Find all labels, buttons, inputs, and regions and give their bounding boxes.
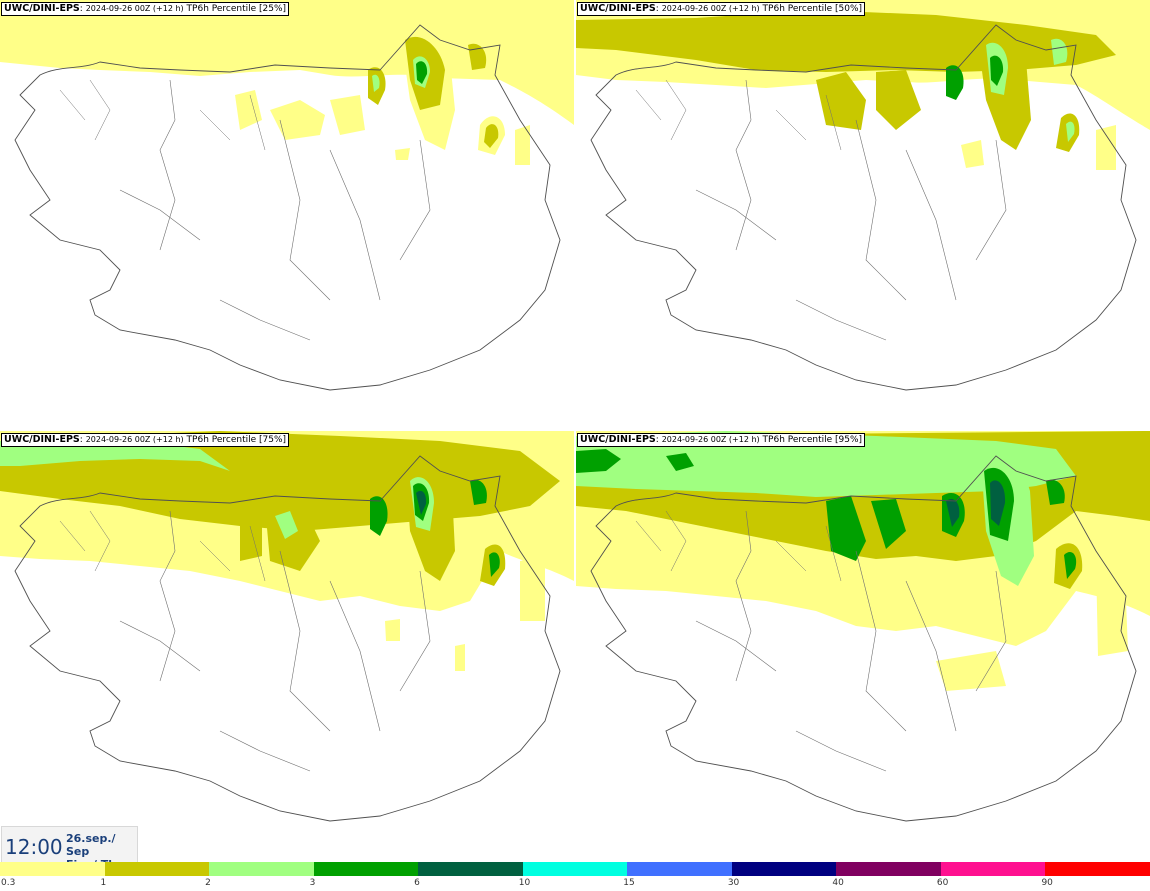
run-time: 2024-09-26 00Z (+12 h)	[661, 4, 760, 13]
colorbar-tick-label: 60	[936, 878, 949, 888]
colorbar-tick-label: 30	[727, 878, 740, 888]
colorbar-segment	[836, 862, 942, 876]
model-name: UWC/DINI-EPS	[580, 3, 656, 14]
map-panel-p25: UWC/DINI-EPS: 2024-09-26 00Z (+12 h) TP6…	[0, 0, 574, 428]
map-panel-p75: UWC/DINI-EPS: 2024-09-26 00Z (+12 h) TP6…	[0, 431, 574, 859]
precip-map	[576, 431, 1150, 859]
panel-title: UWC/DINI-EPS: 2024-09-26 00Z (+12 h) TP6…	[1, 2, 290, 16]
valid-time-clock: 12:00	[5, 835, 63, 859]
colorbar-segment	[1045, 862, 1150, 876]
valid-date-line1: 26.sep./ Sep	[66, 832, 116, 858]
colorbar-tick-label: 6	[414, 878, 420, 888]
colorbar-tick-label: 40	[832, 878, 844, 888]
colorbar-segment	[104, 862, 210, 876]
map-panel-p95: UWC/DINI-EPS: 2024-09-26 00Z (+12 h) TP6…	[576, 431, 1150, 859]
field-name: TP6h Percentile	[186, 4, 257, 14]
colorbar-tick-label: 10	[518, 878, 531, 888]
field-name: TP6h Percentile	[186, 435, 257, 445]
percentile-label: [75%]	[259, 435, 287, 445]
colorbar-tick-label: 2	[205, 878, 211, 888]
run-time: 2024-09-26 00Z (+12 h)	[85, 435, 184, 444]
colorbar-tick-label: 1	[100, 878, 107, 888]
field-name: TP6h Percentile	[762, 4, 833, 14]
map-panel-p50: UWC/DINI-EPS: 2024-09-26 00Z (+12 h) TP6…	[576, 0, 1150, 428]
colorbar-tick-label: 0.3	[1, 878, 16, 888]
precip-colorbar	[0, 862, 1150, 876]
colorbar-segment	[209, 862, 315, 876]
run-time: 2024-09-26 00Z (+12 h)	[85, 4, 184, 13]
colorbar-segment	[731, 862, 837, 876]
precip-map	[576, 0, 1150, 428]
colorbar-segment	[418, 862, 524, 876]
colorbar-segment	[0, 862, 106, 876]
panel-divider	[0, 429, 1150, 431]
precip-map	[0, 0, 574, 428]
panel-title: UWC/DINI-EPS: 2024-09-26 00Z (+12 h) TP6…	[577, 433, 866, 447]
colorbar-segment	[313, 862, 419, 876]
valid-time-box: 12:00 26.sep./ Sep Fim./ Thu	[1, 826, 138, 871]
model-name: UWC/DINI-EPS	[580, 434, 656, 445]
precip-map	[0, 431, 574, 859]
run-time: 2024-09-26 00Z (+12 h)	[661, 435, 760, 444]
percentile-label: [50%]	[835, 4, 863, 14]
colorbar-tick-label: 90	[1041, 878, 1053, 888]
percentile-label: [95%]	[835, 435, 863, 445]
colorbar-tick-label: 3	[309, 878, 316, 888]
colorbar-segment	[627, 862, 733, 876]
panel-title: UWC/DINI-EPS: 2024-09-26 00Z (+12 h) TP6…	[1, 433, 290, 447]
panel-title: UWC/DINI-EPS: 2024-09-26 00Z (+12 h) TP6…	[577, 2, 866, 16]
colorbar-tick-label: 15	[623, 878, 635, 888]
model-name: UWC/DINI-EPS	[4, 434, 80, 445]
colorbar-segment	[522, 862, 628, 876]
colorbar-segment	[940, 862, 1046, 876]
model-name: UWC/DINI-EPS	[4, 3, 80, 14]
percentile-label: [25%]	[259, 4, 287, 14]
field-name: TP6h Percentile	[762, 435, 833, 445]
